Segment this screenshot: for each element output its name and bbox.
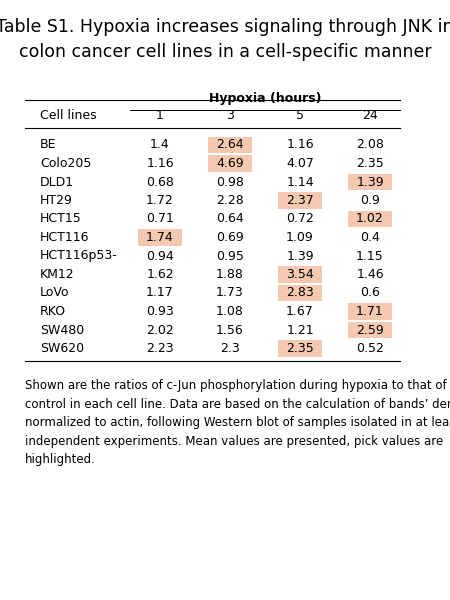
Text: 3.54: 3.54	[286, 268, 314, 281]
Text: 0.52: 0.52	[356, 342, 384, 355]
FancyBboxPatch shape	[138, 229, 182, 245]
Text: SW620: SW620	[40, 342, 84, 355]
Text: Shown are the ratios of c-Jun phosphorylation during hypoxia to that of oxic
con: Shown are the ratios of c-Jun phosphoryl…	[25, 379, 450, 466]
FancyBboxPatch shape	[348, 174, 392, 190]
Text: 1.14: 1.14	[286, 175, 314, 188]
Text: 0.4: 0.4	[360, 231, 380, 244]
Text: 0.69: 0.69	[216, 231, 244, 244]
Text: BE: BE	[40, 139, 57, 151]
Text: 2.3: 2.3	[220, 342, 240, 355]
Text: 1.67: 1.67	[286, 305, 314, 318]
Text: 0.72: 0.72	[286, 212, 314, 226]
Text: 1.16: 1.16	[146, 157, 174, 170]
Text: 1.39: 1.39	[286, 250, 314, 263]
Text: 1.21: 1.21	[286, 323, 314, 337]
Text: 1.4: 1.4	[150, 139, 170, 151]
FancyBboxPatch shape	[278, 285, 322, 301]
Text: 1.88: 1.88	[216, 268, 244, 281]
Text: 1.17: 1.17	[146, 286, 174, 299]
Text: 24: 24	[362, 109, 378, 122]
Text: HCT15: HCT15	[40, 212, 82, 226]
Text: 0.98: 0.98	[216, 175, 244, 188]
Text: 0.6: 0.6	[360, 286, 380, 299]
Text: 2.35: 2.35	[356, 157, 384, 170]
Text: 2.02: 2.02	[146, 323, 174, 337]
FancyBboxPatch shape	[278, 266, 322, 283]
Text: 2.37: 2.37	[286, 194, 314, 207]
Text: 0.93: 0.93	[146, 305, 174, 318]
Text: 0.68: 0.68	[146, 175, 174, 188]
Text: 2.08: 2.08	[356, 139, 384, 151]
Text: 2.35: 2.35	[286, 342, 314, 355]
Text: HCT116: HCT116	[40, 231, 90, 244]
Text: HT29: HT29	[40, 194, 73, 207]
Text: 1.62: 1.62	[146, 268, 174, 281]
Text: 1.09: 1.09	[286, 231, 314, 244]
Text: 2.64: 2.64	[216, 139, 244, 151]
Text: 1.16: 1.16	[286, 139, 314, 151]
Text: Table S1. Hypoxia increases signaling through JNK in
colon cancer cell lines in : Table S1. Hypoxia increases signaling th…	[0, 18, 450, 61]
Text: DLD1: DLD1	[40, 175, 74, 188]
Text: Colo205: Colo205	[40, 157, 91, 170]
Text: 1: 1	[156, 109, 164, 122]
Text: 1.15: 1.15	[356, 250, 384, 263]
Text: 2.59: 2.59	[356, 323, 384, 337]
Text: 1.56: 1.56	[216, 323, 244, 337]
Text: 4.07: 4.07	[286, 157, 314, 170]
Text: 3: 3	[226, 109, 234, 122]
Text: 1.73: 1.73	[216, 286, 244, 299]
Text: 1.08: 1.08	[216, 305, 244, 318]
FancyBboxPatch shape	[278, 193, 322, 209]
Text: 0.9: 0.9	[360, 194, 380, 207]
Text: 1.02: 1.02	[356, 212, 384, 226]
Text: SW480: SW480	[40, 323, 84, 337]
Text: 1.74: 1.74	[146, 231, 174, 244]
Text: 0.94: 0.94	[146, 250, 174, 263]
Text: 0.71: 0.71	[146, 212, 174, 226]
Text: KM12: KM12	[40, 268, 75, 281]
FancyBboxPatch shape	[278, 340, 322, 356]
FancyBboxPatch shape	[208, 137, 252, 153]
Text: 2.23: 2.23	[146, 342, 174, 355]
FancyBboxPatch shape	[208, 155, 252, 172]
FancyBboxPatch shape	[348, 211, 392, 227]
Text: 1.71: 1.71	[356, 305, 384, 318]
FancyBboxPatch shape	[348, 322, 392, 338]
Text: RKO: RKO	[40, 305, 66, 318]
Text: HCT116p53-: HCT116p53-	[40, 250, 118, 263]
Text: 4.69: 4.69	[216, 157, 244, 170]
Text: 1.39: 1.39	[356, 175, 384, 188]
Text: 1.46: 1.46	[356, 268, 384, 281]
Text: 2.28: 2.28	[216, 194, 244, 207]
Text: 0.64: 0.64	[216, 212, 244, 226]
Text: 1.72: 1.72	[146, 194, 174, 207]
Text: 0.95: 0.95	[216, 250, 244, 263]
FancyBboxPatch shape	[348, 304, 392, 320]
Text: LoVo: LoVo	[40, 286, 69, 299]
Text: Hypoxia (hours): Hypoxia (hours)	[209, 92, 321, 105]
Text: Cell lines: Cell lines	[40, 109, 97, 122]
Text: 5: 5	[296, 109, 304, 122]
Text: 2.83: 2.83	[286, 286, 314, 299]
